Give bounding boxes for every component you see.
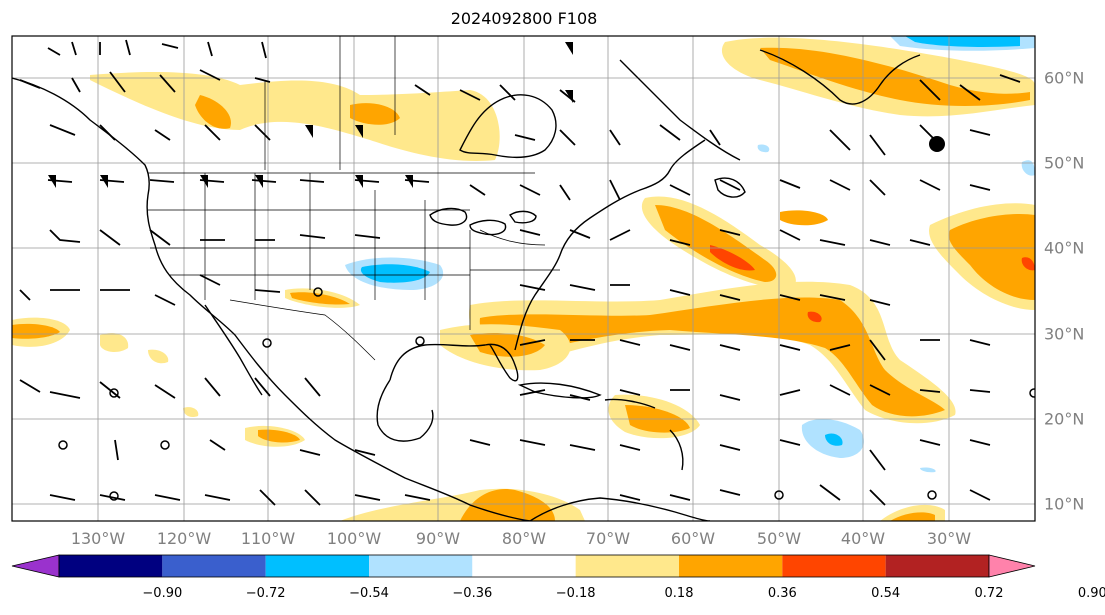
lon-label: 40°W [840, 529, 886, 548]
colorbar-tick-label: −0.72 [245, 586, 286, 601]
lon-label: 50°W [756, 529, 802, 548]
lon-label: 60°W [670, 529, 716, 548]
colorbar-box [885, 555, 989, 577]
colorbar-box [369, 555, 473, 577]
shade-canada [90, 72, 500, 161]
lat-label: 40°N [1044, 238, 1085, 258]
colorbar-tick-label: −0.36 [452, 586, 493, 601]
lon-label: 90°W [415, 529, 461, 548]
colorbar-box [782, 555, 886, 577]
lon-label: 100°W [326, 529, 382, 548]
colorbar-tick-label: 0.36 [767, 586, 797, 601]
colorbar [11, 554, 1036, 578]
wind-barbs [19, 39, 1021, 506]
colorbar-box [472, 555, 576, 577]
lon-label: 30°W [926, 529, 972, 548]
colorbar-box [679, 555, 783, 577]
colorbar-box [59, 555, 163, 577]
colorbar-box [265, 555, 369, 577]
colorbar-tick-label: −0.54 [349, 586, 389, 601]
colorbar-tick-label: 0.90 [1077, 586, 1105, 601]
lon-label: 80°W [501, 529, 547, 548]
coastlines [12, 49, 921, 521]
graticule [12, 36, 1035, 521]
lat-label: 60°N [1044, 68, 1085, 88]
colorbar-extend-low [11, 554, 60, 578]
lat-label: 10°N [1044, 494, 1085, 514]
colorbar-box [162, 555, 266, 577]
marker-dot [929, 136, 945, 152]
political-borders [148, 36, 560, 361]
lat-label: 20°N [1044, 409, 1085, 429]
map-frame [11, 35, 1036, 522]
lon-label: 70°W [585, 529, 631, 548]
lon-label: 130°W [70, 529, 126, 548]
colorbar-tick-label: 0.54 [871, 586, 901, 601]
lon-label: 110°W [240, 529, 296, 548]
colorbar-tick-label: −0.90 [142, 586, 183, 601]
colorbar-box [575, 555, 679, 577]
colorbar-tick-label: −0.18 [555, 586, 596, 601]
map-title: 2024092800 F108 [450, 9, 598, 28]
lat-label: 30°N [1044, 324, 1085, 344]
lon-label: 120°W [156, 529, 212, 548]
colorbar-tick-label: 0.18 [664, 586, 694, 601]
colorbar-extend-high [988, 554, 1036, 578]
lat-label: 50°N [1044, 153, 1085, 173]
anomaly-shading [12, 36, 1035, 521]
calm-circles [58, 287, 1035, 501]
colorbar-tick-label: 0.72 [974, 586, 1004, 601]
